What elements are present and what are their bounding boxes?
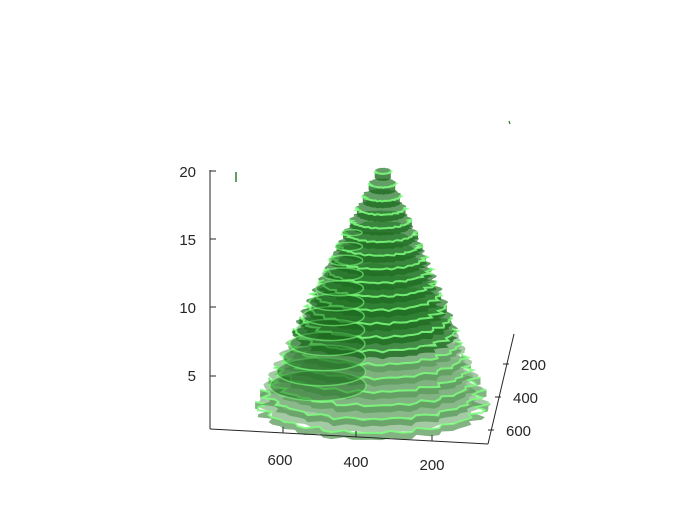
ridge-slice	[275, 357, 367, 387]
x-tick-label: 400	[343, 454, 368, 471]
slice-edge	[353, 206, 410, 217]
slice-side	[260, 389, 487, 427]
slice-edge	[348, 218, 413, 230]
z-ticks: 5 10 15 20	[179, 164, 216, 385]
y-ticks: 200 400 600	[488, 357, 546, 440]
ridge-slice	[315, 280, 365, 297]
slice-edge	[292, 327, 461, 354]
slice-side	[323, 268, 433, 291]
slice-side	[292, 328, 458, 360]
y-axis-line	[487, 333, 515, 445]
ridge-slice	[341, 228, 363, 237]
ridge-slice	[302, 305, 365, 327]
y-tick-label: 600	[506, 423, 531, 440]
slice-edge	[317, 279, 438, 298]
slice-side	[336, 243, 423, 263]
ridge-slice	[334, 241, 364, 252]
x-tick-label: 200	[419, 457, 444, 474]
ridge-slice	[308, 292, 365, 312]
y-tick-label: 200	[521, 357, 546, 374]
y-tick-label: 400	[513, 390, 538, 407]
slice-side	[350, 219, 412, 236]
slice-edge	[287, 340, 463, 367]
x-axis-line	[209, 428, 489, 445]
slice-edge	[323, 267, 436, 285]
slice-edge	[259, 388, 487, 422]
slice-edge	[266, 376, 481, 408]
slice-edge	[280, 352, 472, 381]
slice-side	[282, 353, 469, 387]
x-ticks: 600 400 200	[267, 427, 445, 474]
slice-edge	[307, 291, 444, 313]
z-tick-label: 10	[179, 300, 196, 317]
axes	[209, 170, 515, 445]
stray-mark	[508, 120, 511, 125]
slice-side	[374, 170, 392, 181]
slice-side	[318, 280, 437, 304]
surface-slices	[254, 167, 491, 441]
slice-side	[274, 365, 473, 400]
slice-edge	[327, 254, 430, 271]
slice-side	[310, 292, 442, 318]
slice-side	[299, 316, 452, 346]
z-tick-label: 15	[179, 232, 196, 249]
slice-side	[330, 255, 428, 277]
slice-top	[368, 178, 397, 188]
slice-side	[255, 401, 489, 441]
slice-edge	[367, 182, 399, 189]
x-tick-label: 600	[267, 452, 292, 469]
slice-side	[288, 341, 462, 373]
ridge-slice	[321, 267, 364, 282]
slice-edge	[272, 364, 476, 395]
ridge-slice	[282, 344, 367, 372]
slice-edge	[254, 400, 490, 435]
slice-edge	[298, 316, 453, 340]
slice-edge	[360, 194, 404, 203]
slice-side	[268, 377, 481, 414]
slice-edge	[302, 303, 448, 326]
slice-edge	[373, 169, 394, 176]
slice-side	[368, 183, 397, 195]
z-tick-label: 5	[188, 368, 196, 385]
ridge-slice	[328, 254, 364, 267]
slice-side	[356, 207, 407, 223]
z-tick-label: 20	[179, 164, 196, 181]
slice-edge	[339, 230, 421, 244]
